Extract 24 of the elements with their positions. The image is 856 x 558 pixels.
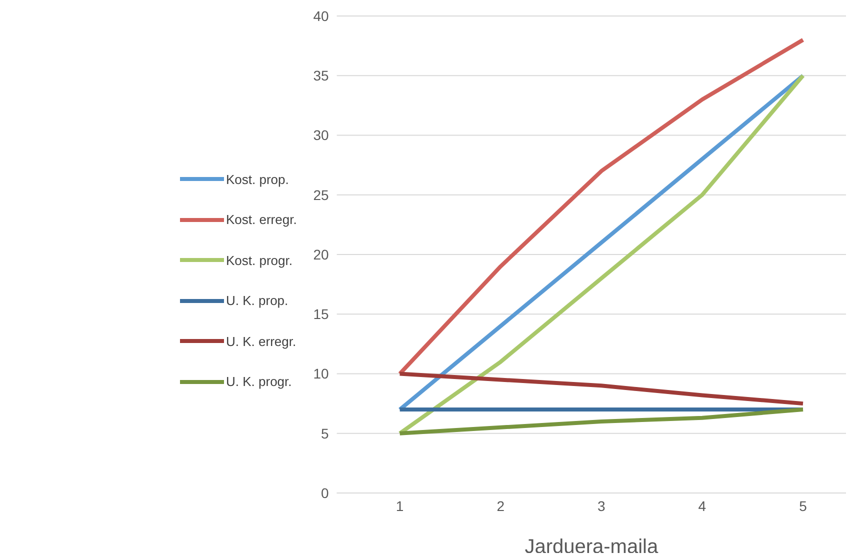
y-tick-label: 0 [321, 484, 330, 501]
y-tick-label: 40 [313, 8, 330, 24]
x-tick-label: 4 [698, 498, 706, 514]
line-series [398, 372, 805, 406]
y-tick-label: 25 [313, 186, 330, 203]
legend-label: U. K. erregr. [226, 334, 296, 349]
x-tick-label: 5 [799, 498, 808, 514]
y-tick-label: 20 [313, 246, 330, 262]
line-series [398, 408, 805, 436]
legend-label: Kost. progr. [226, 252, 292, 268]
line-series [398, 38, 805, 376]
x-axis-title: Jarduera-maila [524, 536, 659, 558]
y-tick-label: 10 [313, 366, 330, 382]
y-tick-label: 5 [321, 425, 330, 442]
legend-label: Kost. prop. [226, 172, 289, 187]
y-tick-label: 30 [313, 127, 330, 144]
x-tick-label: 3 [598, 498, 606, 514]
x-tick-label: 2 [496, 498, 505, 514]
y-tick-label: 15 [313, 306, 330, 322]
legend-label: U. K. progr. [226, 374, 292, 390]
legend-label: U. K. prop. [226, 293, 288, 308]
x-tick-label: 1 [396, 498, 404, 514]
legend-label: Kost. erregr. [226, 212, 297, 228]
y-tick-label: 35 [313, 68, 330, 84]
